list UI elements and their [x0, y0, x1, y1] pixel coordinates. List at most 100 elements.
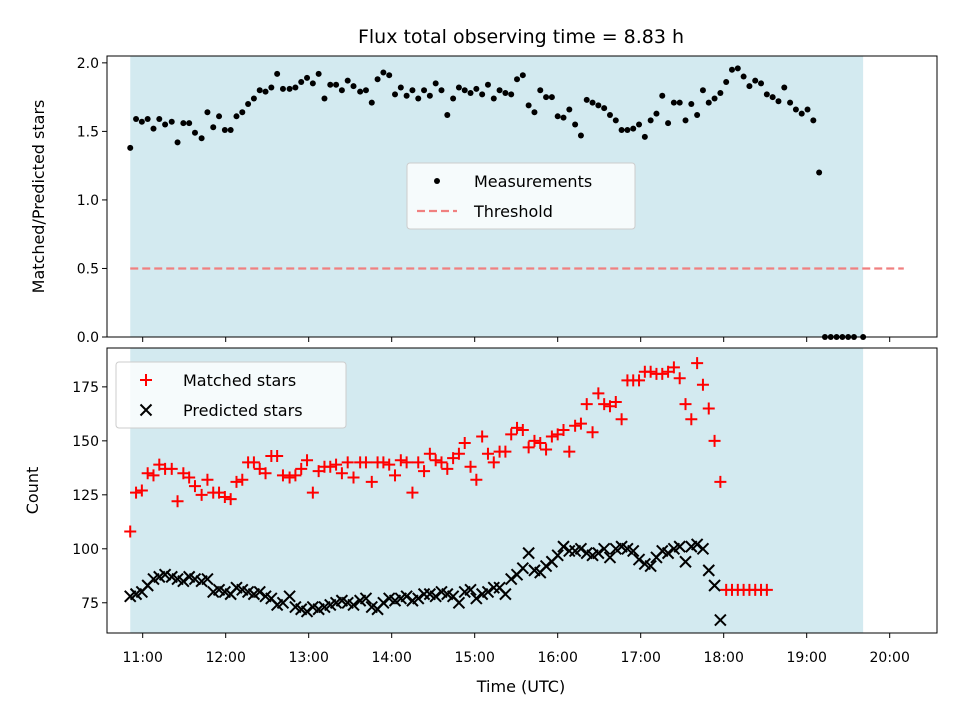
data-point: [327, 81, 334, 88]
data-point: [461, 87, 468, 94]
data-point: [204, 109, 211, 116]
data-point: [682, 117, 689, 124]
data-point: [539, 559, 553, 573]
chart-title: Flux total observing time = 8.83 h: [358, 26, 684, 48]
data-point: [458, 437, 471, 449]
data-point: [525, 102, 532, 109]
data-point: [464, 460, 477, 473]
data-point: [577, 132, 584, 139]
data-point: [210, 124, 217, 131]
data-point: [597, 542, 611, 556]
data-point: [274, 70, 281, 77]
data-point: [661, 546, 675, 560]
x-tick-label: 14:00: [372, 650, 412, 666]
x-tick-label: 17:00: [621, 650, 661, 666]
y-tick-label: 2.0: [77, 56, 99, 72]
data-point: [490, 95, 497, 102]
data-point: [484, 81, 491, 88]
data-point: [304, 74, 311, 81]
data-point: [224, 493, 237, 506]
data-point: [452, 447, 465, 460]
data-point: [781, 84, 788, 91]
data-point: [534, 437, 547, 449]
data-point: [528, 434, 541, 447]
data-point: [574, 542, 588, 556]
data-point: [752, 77, 759, 84]
data-point: [690, 538, 704, 551]
data-point: [124, 525, 137, 538]
data-point: [496, 87, 503, 94]
data-point: [580, 398, 593, 411]
data-point: [429, 454, 442, 467]
data-point: [612, 117, 619, 124]
data-point: [253, 585, 266, 599]
data-point: [321, 95, 328, 102]
data-point: [598, 398, 611, 411]
data-point: [569, 419, 582, 432]
data-point: [201, 572, 214, 586]
data-point: [566, 106, 573, 113]
data-point: [659, 92, 666, 99]
data-point: [694, 111, 701, 118]
data-point: [256, 87, 263, 94]
data-point: [633, 374, 646, 387]
data-point: [227, 127, 234, 134]
data-point: [714, 475, 727, 488]
data-point: [186, 120, 193, 127]
data-point: [435, 456, 448, 469]
data-point: [365, 475, 378, 488]
data-point: [201, 473, 214, 486]
legend-label: Measurements: [474, 172, 592, 191]
data-point: [236, 473, 249, 486]
data-point: [216, 113, 223, 120]
data-point: [627, 544, 640, 558]
data-point: [548, 94, 555, 101]
data-point: [452, 596, 466, 609]
data-point: [688, 100, 695, 107]
data-point: [705, 99, 712, 106]
data-point: [417, 587, 431, 601]
data-point: [306, 486, 319, 499]
data-point: [412, 592, 425, 605]
data-point: [601, 105, 608, 112]
data-point: [174, 139, 181, 146]
data-point: [289, 469, 302, 482]
y-tick-label: 1.0: [77, 193, 99, 209]
data-point: [609, 395, 622, 408]
data-point: [537, 87, 544, 94]
data-point: [551, 549, 564, 562]
data-point: [603, 551, 617, 564]
x-tick-label: 11:00: [123, 650, 163, 666]
data-point: [158, 568, 172, 581]
data-point: [245, 100, 252, 107]
data-point: [191, 129, 198, 136]
data-point: [359, 456, 372, 469]
data-point: [522, 441, 535, 454]
data-point: [696, 542, 710, 556]
count-plot-marks: [124, 357, 773, 627]
data-point: [476, 430, 489, 443]
series-measurements: [127, 65, 867, 340]
data-point: [150, 125, 157, 132]
data-point: [259, 467, 272, 480]
data-point: [423, 447, 436, 460]
data-point: [522, 546, 535, 560]
data-point: [441, 462, 454, 475]
count-legend: Matched stars Predicted stars: [115, 361, 347, 429]
data-point: [300, 605, 314, 618]
data-point: [415, 95, 422, 102]
data-point: [479, 91, 486, 98]
ratio-plot-marks: [127, 65, 904, 340]
legend-marker-swatch: [434, 178, 440, 184]
data-point: [198, 135, 205, 142]
data-point: [487, 581, 500, 594]
data-point: [563, 544, 576, 558]
data-point: [279, 85, 286, 92]
data-point: [557, 424, 570, 437]
data-point: [315, 70, 322, 77]
data-point: [344, 77, 351, 84]
data-point: [810, 117, 817, 124]
data-point: [171, 495, 184, 508]
data-point: [162, 121, 169, 128]
data-point: [673, 540, 686, 553]
